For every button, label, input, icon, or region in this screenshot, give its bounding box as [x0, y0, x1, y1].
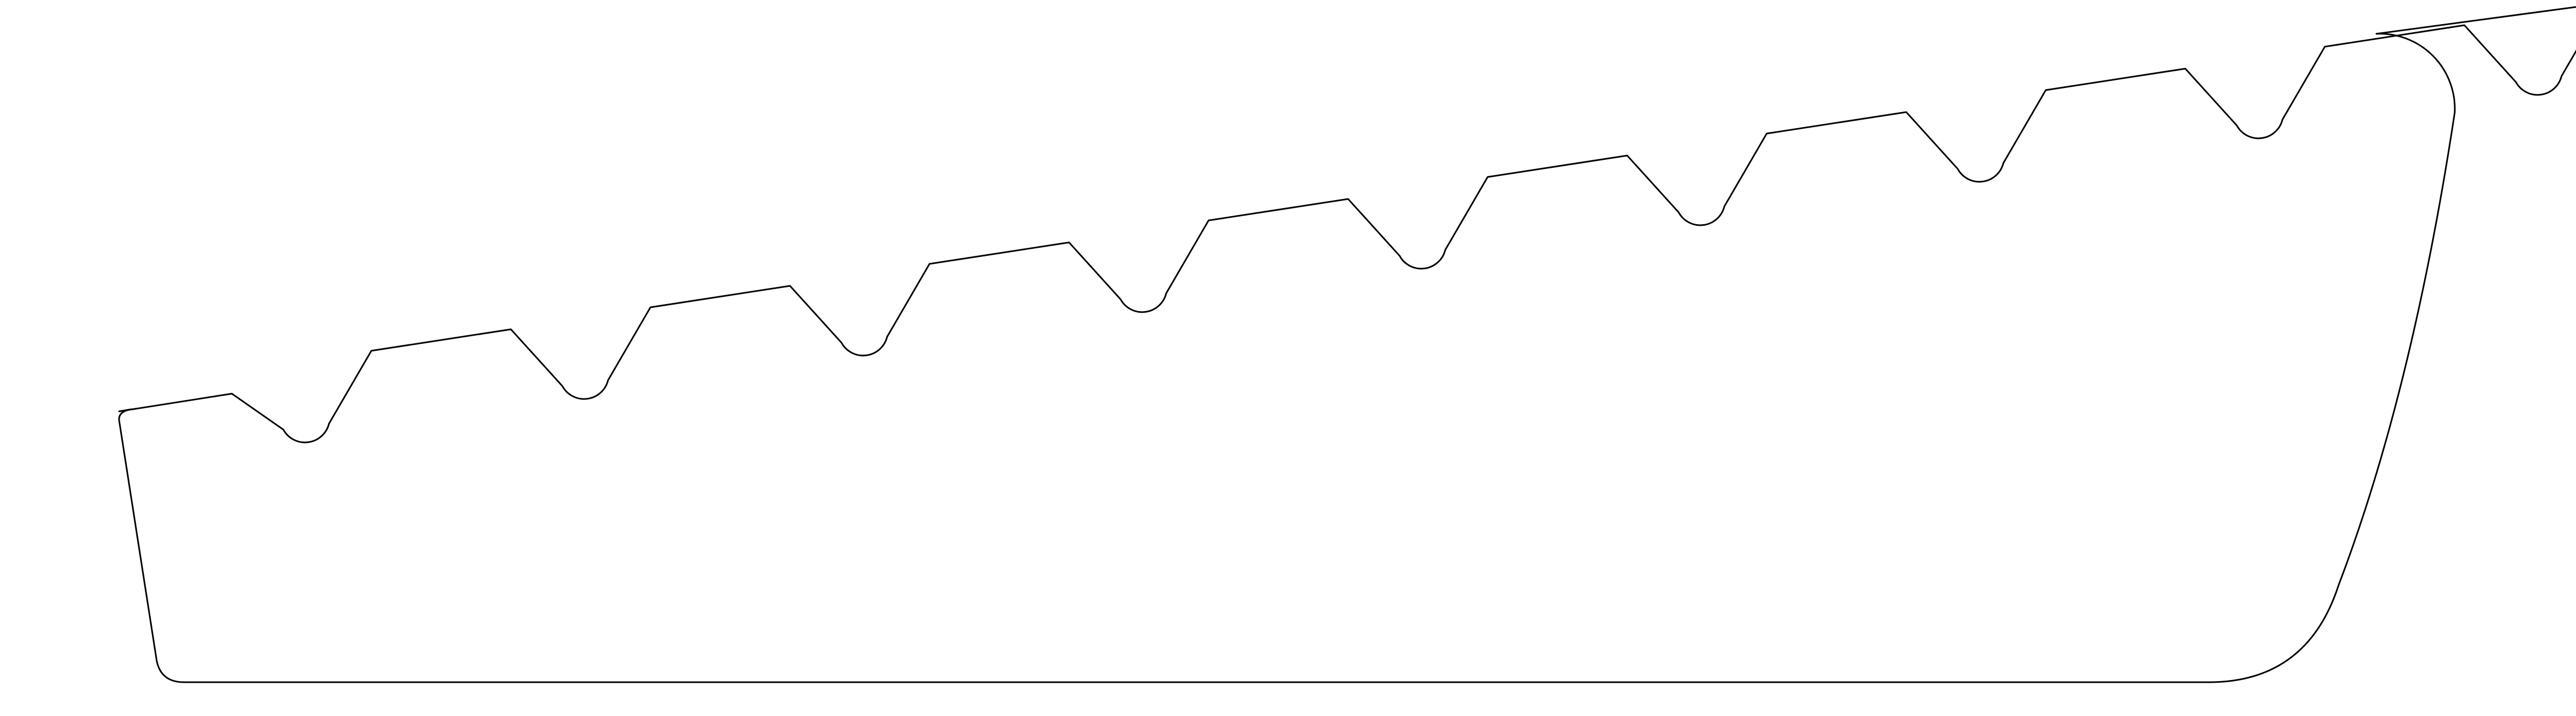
serrated-profile-outline	[118, 6, 2576, 683]
